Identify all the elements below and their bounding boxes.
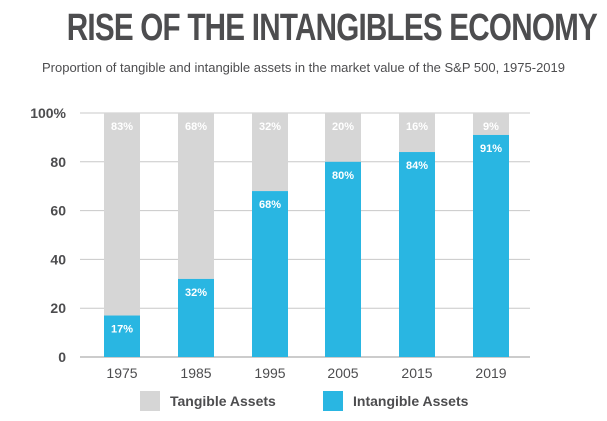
y-tick-label: 20 [50,300,66,316]
x-tick-label: 1985 [180,365,211,381]
legend-item-intangible: Intangible Assets [323,391,468,411]
data-label-tangible: 68% [185,121,207,133]
data-label-intangible: 84% [406,160,428,172]
data-label-tangible: 16% [406,121,428,133]
legend-label-tangible: Tangible Assets [170,393,276,409]
data-label-tangible: 32% [259,121,281,133]
bar-intangible-2019 [473,134,509,357]
data-label-intangible: 91% [480,143,502,155]
data-label-intangible: 17% [111,324,133,336]
bar-intangible-2005 [325,161,361,357]
bar-tangible-2005 [325,113,361,162]
bar-tangible-1995 [252,113,288,192]
bar-tangible-2015 [399,113,435,153]
data-label-tangible: 83% [111,121,133,133]
x-tick-label: 2005 [327,365,358,381]
x-tick-label: 1975 [106,365,137,381]
chart-legend: Tangible Assets Intangible Assets [0,391,607,411]
data-label-tangible: 9% [483,121,499,133]
y-tick-label: 60 [50,203,66,219]
x-tick-label: 2015 [401,365,432,381]
data-label-tangible: 20% [332,121,354,133]
x-tick-label: 1995 [254,365,285,381]
bar-intangible-1975 [104,315,140,357]
y-tick-label: 80 [50,154,66,170]
bar-intangible-1995 [252,191,288,357]
chart-subtitle: Proportion of tangible and intangible as… [41,60,565,75]
legend-label-intangible: Intangible Assets [353,393,469,409]
data-label-intangible: 80% [332,170,354,182]
data-label-intangible: 32% [185,287,207,299]
legend-item-tangible: Tangible Assets [140,391,276,411]
bar-tangible-2019 [473,113,509,135]
y-tick-label: 40 [50,251,66,267]
bar-intangible-1985 [178,278,214,357]
bar-intangible-2015 [399,152,435,357]
chart-title: RISE OF THE INTANGIBLES ECONOMY [66,7,598,49]
legend-swatch-tangible [140,391,160,411]
bar-tangible-1975 [104,113,140,316]
bar-tangible-1985 [178,113,214,279]
y-tick-label: 100% [30,105,66,121]
legend-swatch-intangible [323,391,343,411]
y-tick-label: 0 [58,349,66,365]
data-label-intangible: 68% [259,199,281,211]
x-tick-label: 2019 [475,365,506,381]
